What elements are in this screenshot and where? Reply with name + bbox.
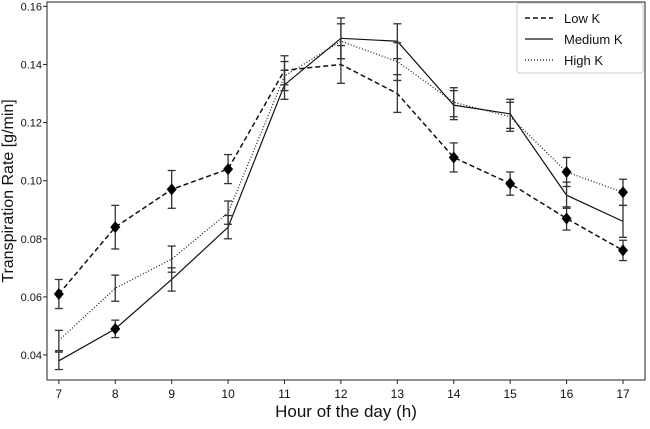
y-tick-label: 0.12 (21, 118, 42, 130)
y-tick-label: 0.06 (21, 292, 42, 304)
x-tick-label: 15 (503, 387, 517, 401)
y-tick-label: 0.08 (21, 234, 42, 246)
data-point-diamond (110, 322, 121, 335)
data-point-diamond (53, 287, 64, 300)
x-tick-label: 7 (56, 387, 63, 401)
legend-high-k: High K (564, 53, 603, 68)
data-point-diamond (166, 183, 177, 196)
series-low-k (53, 44, 628, 310)
legend: Low K Medium K High K (516, 2, 644, 74)
y-tick-label: 0.04 (21, 350, 42, 362)
x-tick-label: 13 (391, 387, 405, 401)
data-point-diamond (561, 165, 572, 178)
y-tick-label: 0.16 (21, 1, 42, 13)
y-tick-label: 0.14 (21, 59, 42, 71)
x-tick-label: 9 (168, 387, 175, 401)
x-tick-label: 17 (616, 387, 630, 401)
y-tick-label: 0.10 (21, 176, 42, 188)
y-axis-label: Transpiration Rate [g/min] (0, 99, 17, 282)
data-point-diamond (448, 151, 459, 164)
x-tick-label: 16 (560, 387, 574, 401)
data-point-diamond (561, 212, 572, 225)
x-tick-label: 14 (447, 387, 461, 401)
data-point-diamond (223, 163, 234, 176)
series-line (58, 63, 624, 295)
series-high-k (54, 23, 628, 352)
series-line (58, 40, 624, 341)
data-point-diamond (110, 221, 121, 234)
x-tick-label: 10 (221, 387, 235, 401)
x-tick-label: 12 (334, 387, 348, 401)
x-tick-label: 11 (278, 387, 291, 401)
plot-frame (46, 1, 646, 381)
x-tick-label: 8 (112, 387, 119, 401)
data-point-diamond (617, 244, 628, 257)
data-point-diamond (617, 186, 628, 199)
legend-medium-k: Medium K (564, 32, 623, 47)
data-point-diamond (505, 177, 516, 190)
x-axis-label: Hour of the day (h) (275, 402, 417, 421)
legend-low-k: Low K (564, 11, 600, 26)
legend-box (516, 2, 644, 74)
series-line (58, 37, 624, 362)
